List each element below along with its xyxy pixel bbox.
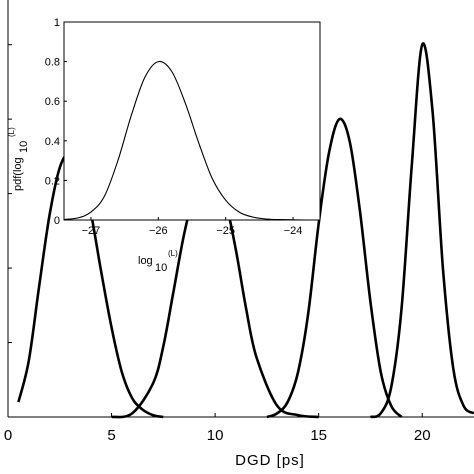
inset-ticks: −27 −26 −25 −24 0 0.2 0.4 0.6 0.8 1	[45, 17, 303, 237]
inset-y-axis-label: pdf(log 10 (L)	[7, 127, 30, 191]
main-x-tick-label: 0	[4, 427, 12, 444]
inset-y-tick-label: 0.4	[45, 136, 60, 148]
inset-series-line-1	[63, 60, 320, 221]
inset-y-label-sub: 10	[18, 141, 30, 153]
inset-y-tick-label: 1	[54, 17, 60, 29]
inset-y-label-sup: (L)	[7, 127, 16, 137]
main-x-axis-label: DGD [ps]	[235, 452, 305, 469]
inset-x-tick-label: −25	[216, 225, 235, 237]
inset-y-tick-label: 0	[54, 215, 60, 227]
inset-y-label-main: pdf(log	[12, 157, 24, 191]
inset-x-label-main: log	[138, 255, 153, 267]
main-ticks: 0 5 10 15 20	[4, 44, 431, 444]
main-series-line-4	[369, 42, 474, 419]
inset-x-axis-label: log	[138, 255, 153, 267]
inset-x-label-sub: 10	[155, 262, 167, 274]
inset-x-label-sup: (L)	[168, 249, 178, 258]
inset-x-tick-label: −24	[284, 225, 303, 237]
main-x-tick-label: 20	[414, 427, 431, 444]
inset-curves	[63, 60, 320, 221]
inset-x-tick-label: −26	[149, 225, 168, 237]
inset-y-tick-label: 0.8	[45, 57, 60, 69]
main-x-tick-label: 15	[310, 427, 327, 444]
inset-y-tick-label: 0.6	[45, 96, 60, 108]
inset-x-tick-label: −27	[82, 225, 101, 237]
main-series-line-3	[266, 117, 403, 419]
inset-y-tick-label: 0.2	[45, 175, 60, 187]
main-x-tick-label: 10	[207, 427, 224, 444]
main-x-tick-label: 5	[107, 427, 115, 444]
